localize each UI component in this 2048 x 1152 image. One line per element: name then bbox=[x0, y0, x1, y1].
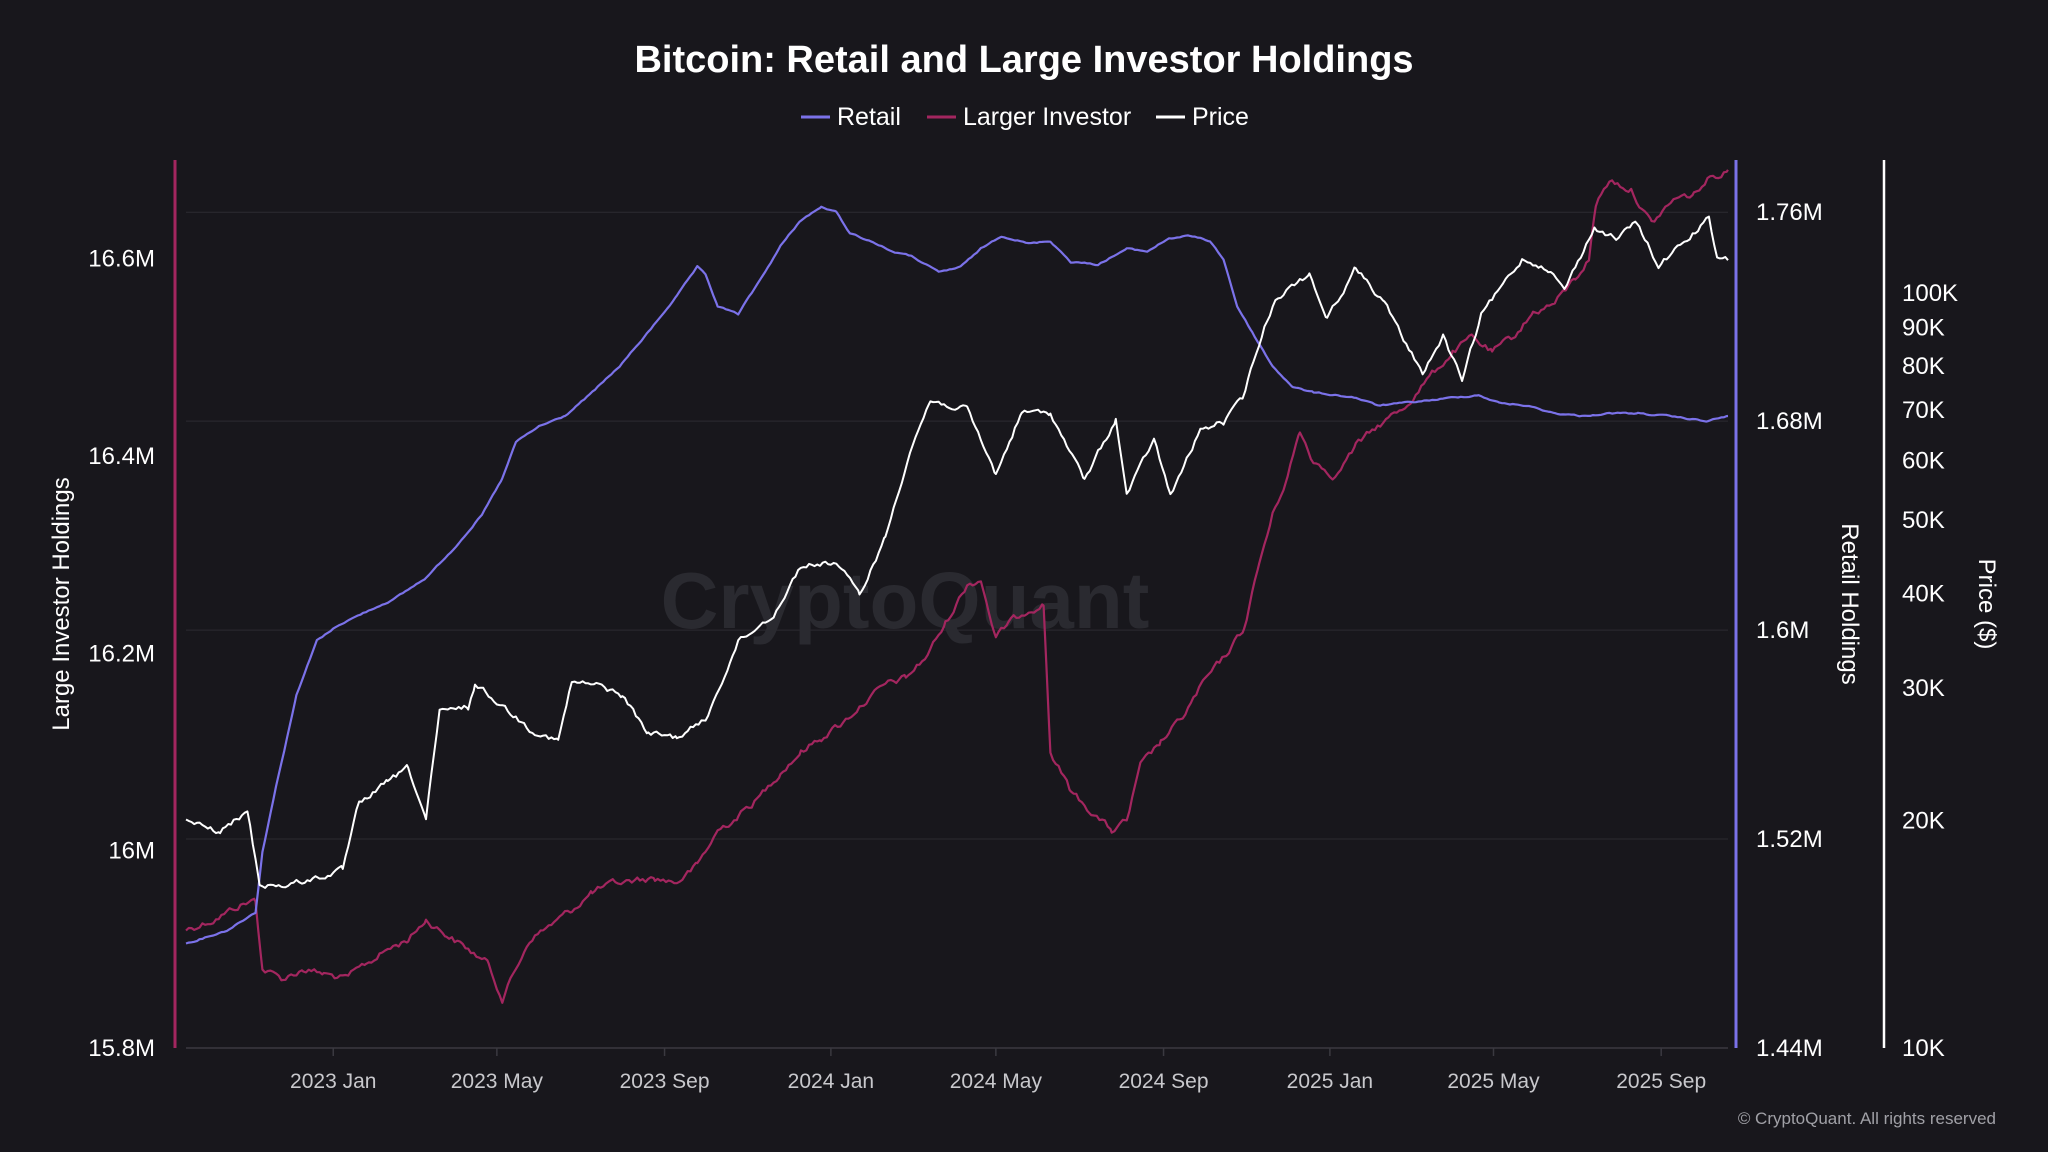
price-tick-label: 40K bbox=[1902, 580, 1945, 607]
left-tick-label: 16M bbox=[108, 838, 155, 865]
price-tick-label: 10K bbox=[1902, 1035, 1945, 1062]
series-line-larger-investor bbox=[185, 169, 1729, 1004]
x-tick-label: 2025 May bbox=[1447, 1070, 1540, 1093]
right-tick-label: 1.76M bbox=[1756, 199, 1823, 226]
right-axis-ticks: 1.44M 1.52M 1.6M 1.68M 1.76M bbox=[1756, 199, 1823, 1062]
legend-label-price: Price bbox=[1192, 103, 1249, 131]
left-tick-label: 16.6M bbox=[88, 246, 155, 273]
legend-item-larger-investor[interactable]: Larger Investor bbox=[927, 103, 1131, 131]
chart-title: Bitcoin: Retail and Large Investor Holdi… bbox=[634, 39, 1413, 81]
left-axis-title: Large Investor Holdings bbox=[48, 477, 75, 730]
price-tick-label: 50K bbox=[1902, 507, 1945, 534]
watermark: CryptoQuant bbox=[661, 556, 1150, 645]
series-line-price bbox=[185, 215, 1729, 889]
legend-item-retail[interactable]: Retail bbox=[801, 103, 901, 131]
x-tick-label: 2023 May bbox=[451, 1070, 544, 1093]
right-tick-label: 1.6M bbox=[1756, 617, 1809, 644]
legend-label-retail: Retail bbox=[837, 103, 901, 131]
price-tick-label: 100K bbox=[1902, 280, 1958, 307]
left-axis-ticks: 15.8M 16M 16.2M 16.4M 16.6M bbox=[88, 246, 155, 1062]
x-tick-label: 2025 Sep bbox=[1616, 1070, 1706, 1093]
series-lines bbox=[185, 169, 1729, 1004]
price-axis-title: Price ($) bbox=[1973, 559, 2000, 650]
series-line-retail bbox=[185, 205, 1729, 945]
legend-label-larger-investor: Larger Investor bbox=[963, 103, 1131, 131]
x-tick-label: 2024 Jan bbox=[788, 1070, 874, 1093]
right-tick-label: 1.52M bbox=[1756, 826, 1823, 853]
price-tick-label: 20K bbox=[1902, 808, 1945, 835]
price-tick-label: 30K bbox=[1902, 675, 1945, 702]
price-axis-ticks: 10K 20K 30K 40K 50K 60K 70K 80K 90K 100K bbox=[1902, 280, 1958, 1062]
legend-item-price[interactable]: Price bbox=[1156, 103, 1249, 131]
x-tick-label: 2025 Jan bbox=[1287, 1070, 1373, 1093]
copyright-text: © CryptoQuant. All rights reserved bbox=[1738, 1109, 1996, 1128]
x-tick-label: 2024 May bbox=[950, 1070, 1043, 1093]
right-tick-label: 1.44M bbox=[1756, 1035, 1823, 1062]
x-tick-label: 2023 Sep bbox=[620, 1070, 710, 1093]
price-tick-label: 80K bbox=[1902, 353, 1945, 380]
legend: Retail Larger Investor Price bbox=[801, 103, 1249, 131]
x-tick-label: 2023 Jan bbox=[290, 1070, 376, 1093]
x-tick-label: 2024 Sep bbox=[1119, 1070, 1209, 1093]
price-tick-label: 60K bbox=[1902, 447, 1945, 474]
left-tick-label: 16.4M bbox=[88, 443, 155, 470]
left-tick-label: 16.2M bbox=[88, 640, 155, 667]
left-tick-label: 15.8M bbox=[88, 1035, 155, 1062]
price-tick-label: 90K bbox=[1902, 315, 1945, 342]
right-tick-label: 1.68M bbox=[1756, 408, 1823, 435]
price-tick-label: 70K bbox=[1902, 397, 1945, 424]
x-axis-ticks: 2023 Jan 2023 May 2023 Sep 2024 Jan 2024 May… bbox=[290, 1048, 1706, 1093]
right-axis-title: Retail Holdings bbox=[1836, 523, 1863, 684]
